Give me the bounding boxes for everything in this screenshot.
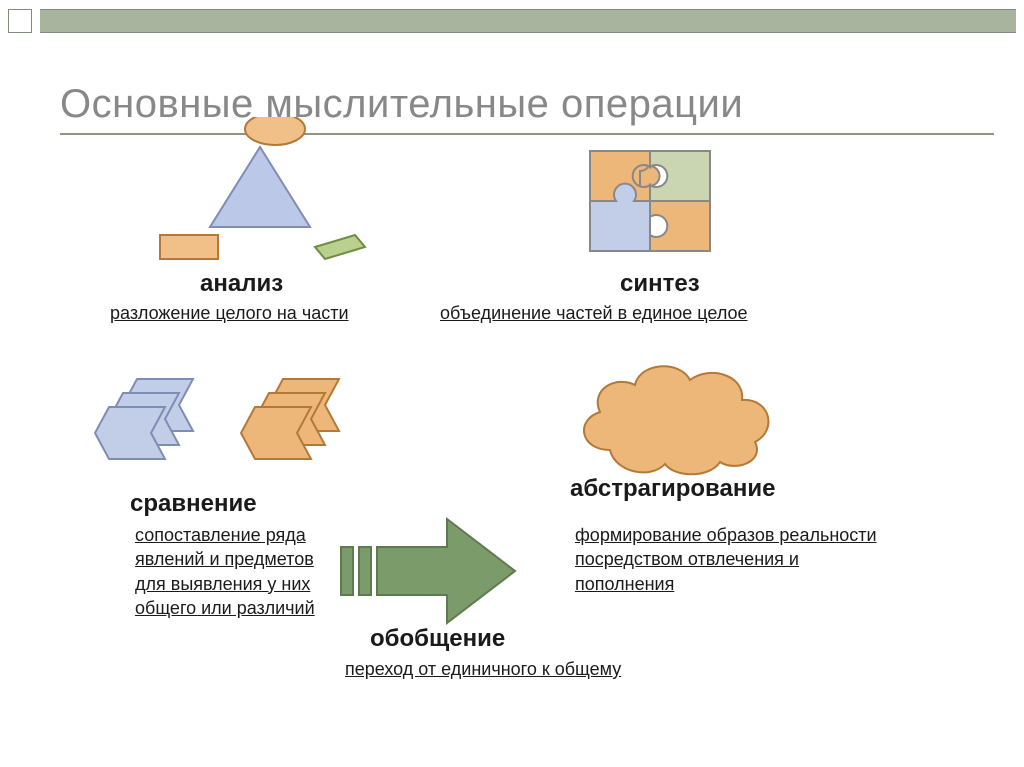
comparison-shapes-icon [85,355,385,495]
decor-square [8,9,32,33]
comparison-desc: сопоставление ряда явлений и предметов д… [135,523,335,620]
abstraction-desc: формирование образов реальности посредст… [575,523,895,596]
top-decor-bar [0,0,1024,42]
synthesis-desc: объединение частей в единое целое [440,301,840,325]
generalization-heading: обобщение [370,625,505,653]
synthesis-puzzle-icon [570,131,750,281]
generalization-desc: переход от единичного к общему [345,657,705,681]
abstraction-cloud-icon [560,350,790,490]
abstraction-desc-text: формирование образов реальности посредст… [575,525,877,594]
generalization-arrow-icon [335,505,535,635]
abstraction-heading: абстрагирование [570,475,775,503]
analysis-shapes [140,117,370,277]
analysis-heading: анализ [200,270,283,298]
analysis-desc: разложение целого на части [110,301,410,325]
comparison-heading: сравнение [130,490,257,518]
decor-stripe [40,9,1016,33]
synthesis-heading: синтез [620,270,700,298]
diagram-canvas: анализ разложение целого на части синтез… [0,135,1024,735]
comparison-desc-text: сопоставление ряда явлений и предметов д… [135,525,315,618]
